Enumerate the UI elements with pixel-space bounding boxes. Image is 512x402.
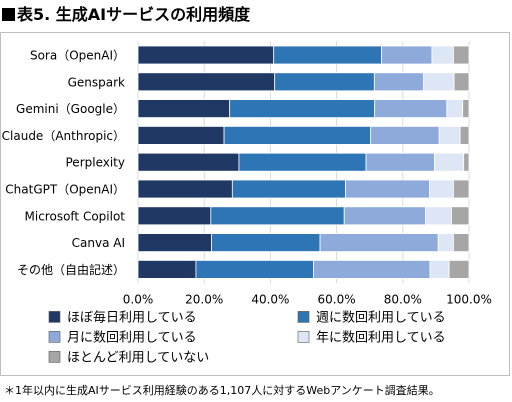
bar-segment — [137, 179, 233, 199]
bar-segment — [137, 45, 275, 65]
legend-label: ほとんど利用していない — [67, 350, 209, 365]
bar-segment — [370, 126, 440, 145]
bar-segment — [437, 233, 454, 253]
bar-segment — [453, 72, 470, 92]
bar-segment — [229, 99, 376, 118]
bar-segment — [313, 259, 431, 279]
category-label: Claude（Anthropic） — [2, 129, 125, 143]
bar-segment — [463, 152, 470, 172]
bar-segment — [438, 126, 461, 145]
bar-segment — [319, 233, 439, 253]
x-tick-label: 20.0% — [185, 292, 223, 306]
bar-segment — [345, 179, 431, 199]
x-tick-label: 100.0% — [446, 292, 492, 306]
bar-segment — [137, 233, 212, 253]
footnote: ＊1年以内に生成AIサービス利用経験のある1,107人に対するWebアンケート調… — [4, 384, 440, 397]
bar-segment — [137, 99, 231, 118]
bar-segment — [381, 45, 433, 65]
bar-segment — [431, 45, 454, 65]
category-label: Canva AI — [72, 236, 125, 250]
legend-swatch — [48, 311, 61, 323]
bar-segment — [365, 152, 435, 172]
bar-segment — [453, 45, 470, 65]
legend-swatch — [48, 331, 61, 343]
bar-segment — [137, 126, 225, 145]
category-label: Genspark — [68, 75, 125, 89]
category-label: Sora（OpenAI） — [30, 49, 125, 63]
bar-segment — [137, 152, 240, 172]
legend-swatch — [297, 331, 310, 343]
bar-segment — [211, 233, 321, 253]
stacked-bar-chart: 0.0% 20.0% 40.0% 60.0% 80.0% 100.0% Sora（OpenA… — [2, 41, 492, 365]
x-tick-label: 60.0% — [318, 292, 356, 306]
bar-segment — [231, 179, 346, 199]
legend-swatch — [297, 311, 310, 323]
bar-segment — [451, 206, 470, 226]
bar-segment — [273, 45, 383, 65]
category-label: Microsoft Copilot — [25, 209, 126, 223]
bar-segment — [210, 206, 345, 226]
bar-segment — [453, 233, 470, 253]
title-square-icon — [2, 8, 15, 21]
x-tick-label: 40.0% — [251, 292, 289, 306]
bar-segment — [448, 259, 470, 279]
bar-segment — [429, 179, 454, 199]
bar-segment — [446, 99, 464, 118]
bar-segment — [223, 126, 372, 145]
bar-segment — [462, 99, 470, 118]
chart-title: 表5. 生成AIサービスの利用頻度 — [2, 1, 250, 29]
bar-segment — [238, 152, 367, 172]
bar-segment — [137, 72, 276, 92]
chart-title-text: 表5. 生成AIサービスの利用頻度 — [17, 5, 251, 24]
bar-segment — [434, 152, 465, 172]
bar-segment — [459, 126, 470, 145]
category-label: Perplexity — [66, 156, 126, 170]
x-tick-label: 0.0% — [123, 292, 154, 306]
bar-segment — [137, 259, 197, 279]
category-label: Gemini（Google） — [16, 102, 125, 116]
category-label: ChatGPT（OpenAI） — [5, 183, 125, 197]
x-tick-label: 80.0% — [384, 292, 422, 306]
legend-label: 月に数回利用している — [67, 330, 197, 345]
bar-segment — [373, 72, 425, 92]
legend-swatch — [48, 351, 61, 363]
legend-label: 年に数回利用している — [316, 330, 446, 345]
bar-segment — [374, 99, 448, 118]
bar-segment — [195, 259, 314, 279]
bar-segment — [274, 72, 375, 92]
bar-segment — [453, 179, 470, 199]
bar-segment — [423, 72, 455, 92]
bar-segment — [343, 206, 427, 226]
bar-segment — [425, 206, 452, 226]
category-label: その他（自由記述） — [17, 262, 125, 277]
legend-label: ほぼ毎日利用している — [67, 309, 197, 325]
bar-segment — [137, 206, 212, 226]
legend-label: 週に数回利用している — [316, 310, 446, 325]
chart-frame: 0.0% 20.0% 40.0% 60.0% 80.0% 100.0% Sora（OpenA… — [0, 32, 510, 376]
bar-segment — [429, 259, 450, 279]
